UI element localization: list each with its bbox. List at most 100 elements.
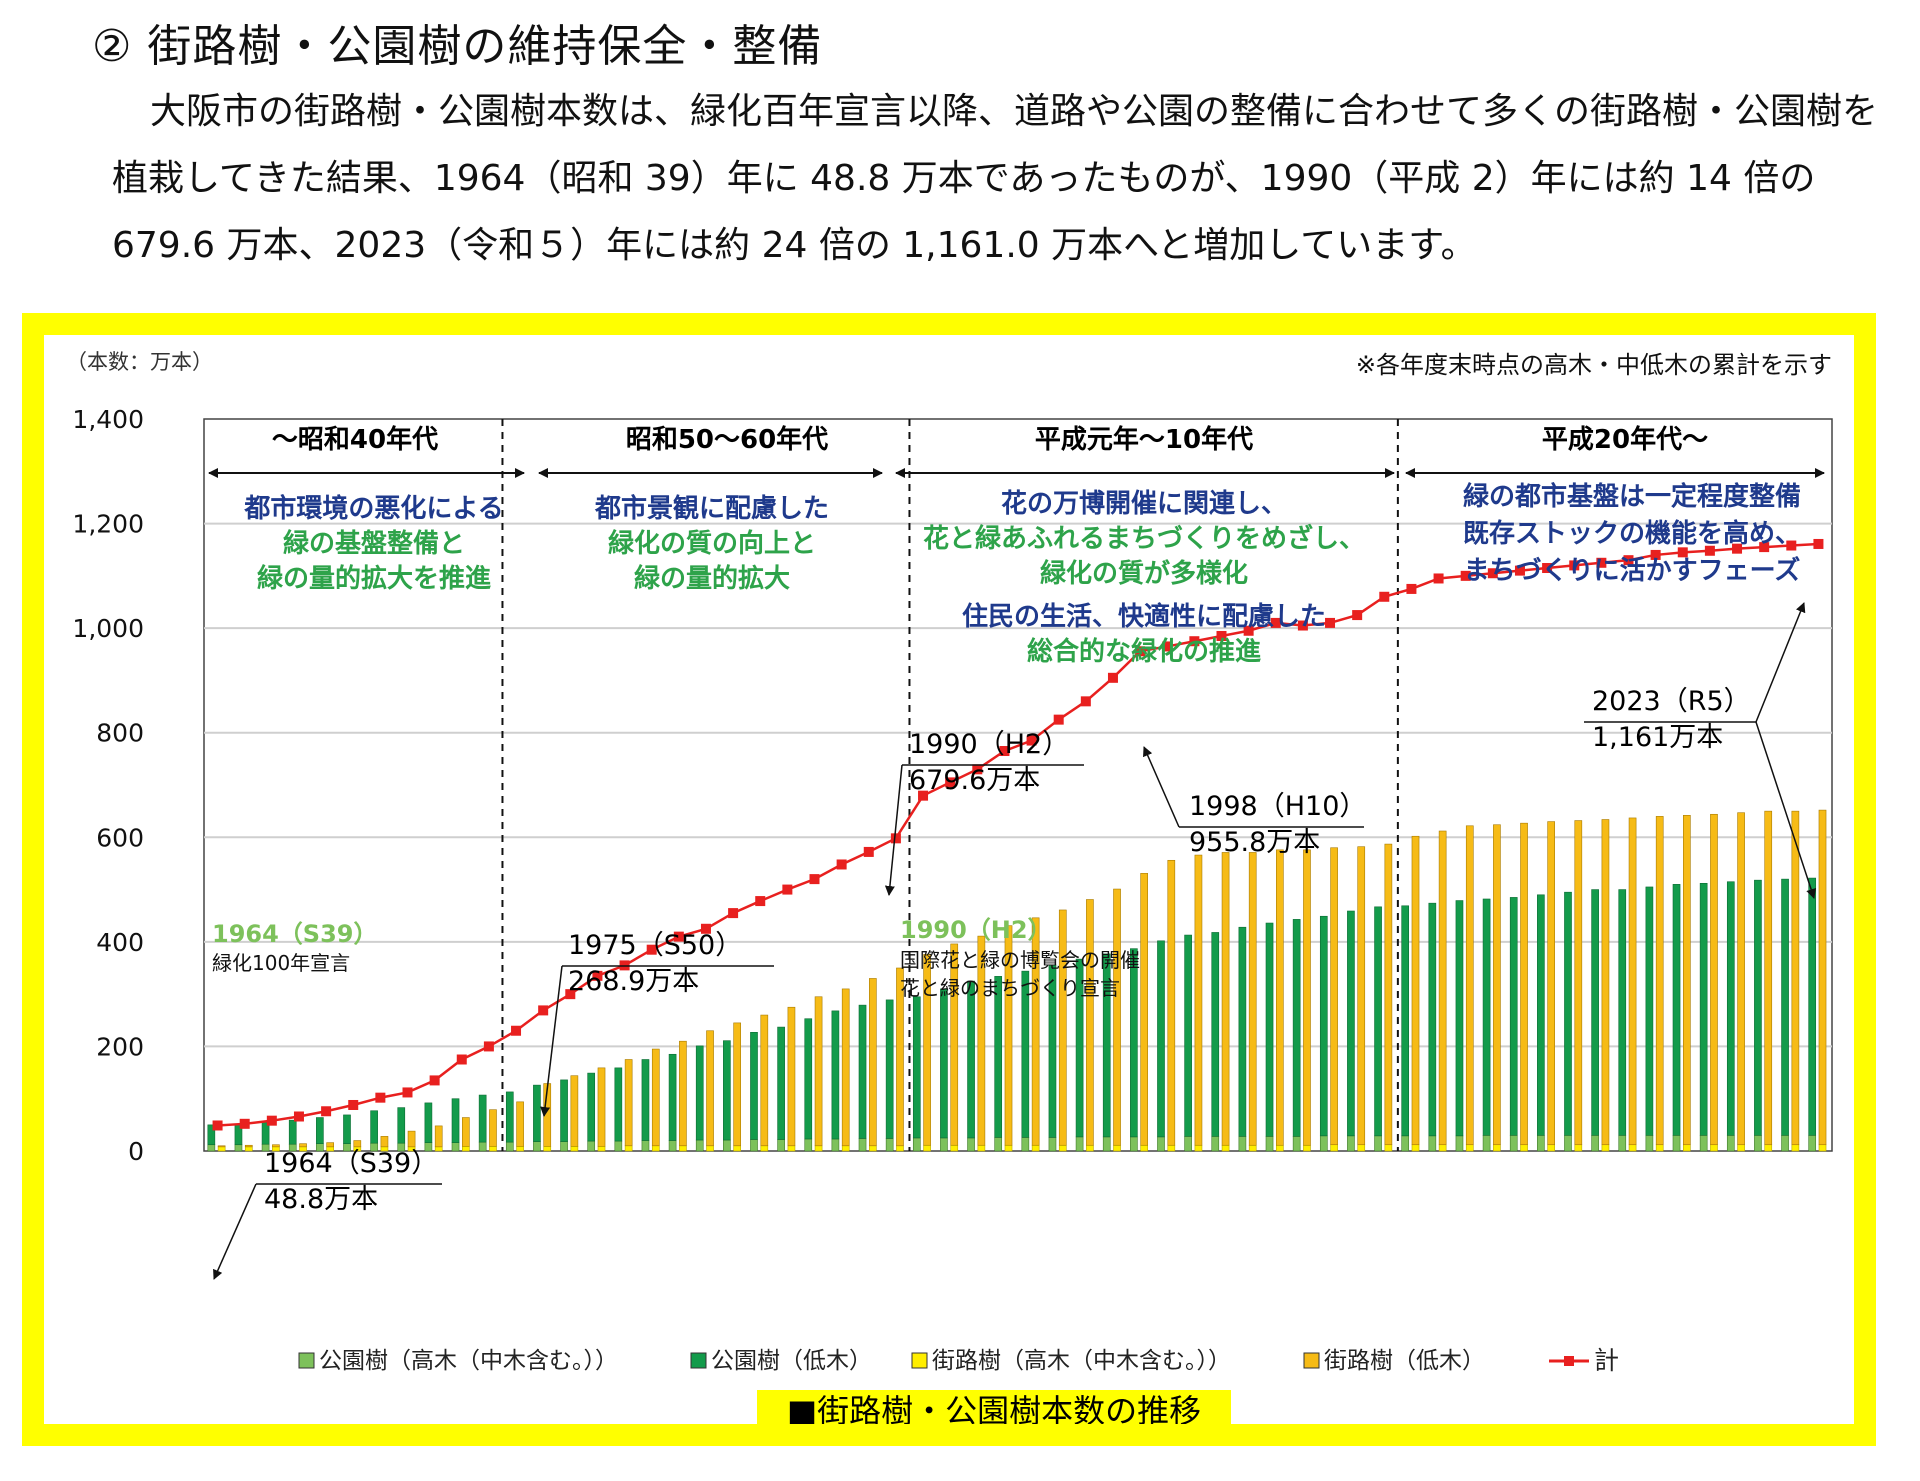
- total-marker: [863, 846, 874, 857]
- bar-street-high: [1737, 1144, 1745, 1152]
- era-title-2: 昭和50～60年代: [626, 424, 828, 455]
- total-marker: [592, 970, 603, 981]
- bar-park-high: [478, 1141, 487, 1152]
- bar-street-high: [1140, 1144, 1148, 1152]
- bar-park-high: [1184, 1136, 1192, 1152]
- bar-street-high: [1601, 1144, 1610, 1152]
- bar-park-high: [451, 1142, 460, 1152]
- bar-park-high: [1482, 1135, 1491, 1152]
- total-marker: [1732, 543, 1743, 554]
- bar-street-low: [1683, 815, 1691, 1146]
- total-marker: [1704, 545, 1715, 556]
- bar-street-high: [1465, 1144, 1474, 1152]
- bar-park-high: [967, 1137, 975, 1152]
- bar-street-high: [787, 1145, 796, 1152]
- event-1964-text: 緑化100年宣言: [212, 951, 350, 975]
- bar-street-low: [353, 1140, 362, 1148]
- bar-street-low: [950, 943, 959, 1146]
- era-title-4: 平成20年代～: [1542, 424, 1708, 455]
- bar-park-low: [695, 1045, 704, 1141]
- bar-park-high: [234, 1144, 243, 1152]
- bar-street-low: [516, 1101, 524, 1147]
- callout-1964: 1964（S39） 48.8万本: [213, 1148, 442, 1280]
- bar-park-low: [1238, 926, 1247, 1137]
- bar-street-low: [1167, 859, 1176, 1146]
- bar-park-low: [505, 1091, 514, 1143]
- bar-street-high: [896, 1145, 904, 1152]
- era3-line-1: 花の万博開催に関連し、: [1001, 489, 1287, 519]
- legend-label: 計: [1594, 1346, 1619, 1375]
- total-marker: [700, 923, 711, 934]
- bar-park-low: [614, 1067, 623, 1142]
- bar-street-low: [896, 967, 904, 1147]
- bar-park-low: [1564, 891, 1572, 1136]
- bar-park-low: [1157, 940, 1165, 1138]
- bar-park-low: [1591, 889, 1599, 1136]
- bar-park-high: [533, 1141, 541, 1152]
- bar-park-high: [1591, 1135, 1599, 1152]
- legend-label: 街路樹（低木）: [1324, 1348, 1485, 1374]
- bar-street-low: [1601, 819, 1610, 1146]
- total-marker: [1162, 641, 1173, 652]
- total-marker: [646, 944, 657, 955]
- y-tick-label: 1,400: [72, 405, 144, 434]
- total-marker: [945, 777, 956, 788]
- bar-street-high: [1221, 1144, 1230, 1152]
- bar-street-low: [272, 1144, 280, 1148]
- bar-street-low: [1248, 852, 1257, 1146]
- total-marker: [1460, 570, 1471, 581]
- bar-street-low: [570, 1075, 579, 1147]
- total-marker: [1596, 557, 1607, 568]
- bar-street-high: [543, 1145, 552, 1152]
- bar-park-high: [1699, 1135, 1708, 1152]
- bar-street-low: [787, 1006, 796, 1147]
- bar-park-low: [1699, 882, 1708, 1136]
- bar-street-high: [1655, 1144, 1664, 1152]
- y-tick-label: 400: [96, 928, 144, 957]
- bar-street-low: [326, 1142, 334, 1148]
- era4-line-2: 既存ストックの機能を高め、: [1463, 518, 1801, 549]
- bar-park-high: [1048, 1137, 1057, 1152]
- total-marker: [239, 1118, 250, 1129]
- bar-park-high: [777, 1139, 785, 1152]
- bar-street-low: [1547, 821, 1555, 1146]
- bar-park-low: [370, 1110, 378, 1144]
- bar-park-low: [397, 1107, 406, 1144]
- bar-street-low: [1438, 830, 1447, 1146]
- bar-park-low: [587, 1072, 596, 1142]
- era3-line-3: 緑化の質が多様化: [1040, 558, 1248, 589]
- bar-street-high: [1438, 1144, 1447, 1152]
- bar-park-high: [1537, 1135, 1545, 1152]
- total-marker: [1325, 617, 1336, 628]
- bar-park-high: [560, 1141, 568, 1152]
- y-tick-label: 600: [96, 823, 144, 852]
- bar-street-high: [1303, 1144, 1311, 1152]
- total-marker: [565, 989, 576, 1000]
- bar-street-high: [706, 1145, 714, 1152]
- bar-street-low: [1086, 899, 1094, 1146]
- bar-street-high: [1167, 1144, 1176, 1152]
- total-marker: [999, 746, 1010, 757]
- y-tick-label: 200: [96, 1032, 144, 1061]
- bar-park-low: [777, 1026, 785, 1140]
- bar-park-low: [1347, 910, 1355, 1137]
- bar-park-low: [1618, 889, 1627, 1136]
- bar-street-high: [489, 1145, 497, 1152]
- total-marker: [1216, 630, 1227, 641]
- bar-park-high: [723, 1139, 731, 1152]
- bar-park-low: [858, 1004, 867, 1139]
- bar-street-low: [217, 1145, 226, 1148]
- bar-park-high: [668, 1140, 677, 1152]
- bar-street-low: [1520, 822, 1528, 1146]
- bar-park-high: [831, 1138, 840, 1152]
- era4-line-1: 緑の都市基盤は一定程度整備: [1463, 481, 1801, 512]
- bar-park-low: [1808, 877, 1817, 1136]
- era-title-3: 平成元年～10年代: [1035, 424, 1253, 455]
- section-heading: ② 街路樹・公園樹の維持保全・整備: [92, 21, 823, 72]
- era2-line-2: 緑化の質の向上と: [608, 528, 816, 559]
- era2-line-3: 緑の量的拡大: [634, 563, 790, 594]
- total-marker: [1297, 620, 1308, 631]
- bar-park-high: [641, 1140, 650, 1152]
- bar-park-high: [1564, 1135, 1572, 1152]
- bar-street-high: [1031, 1144, 1040, 1152]
